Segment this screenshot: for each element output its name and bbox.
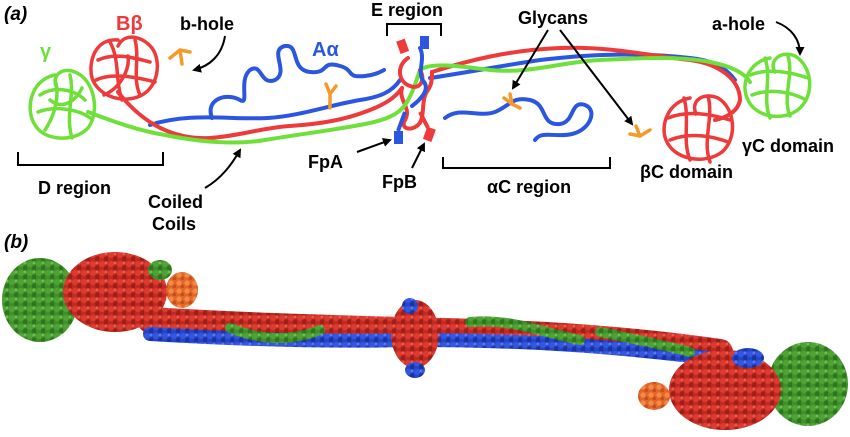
glycan-center-right xyxy=(502,92,522,110)
glycan-b-hole xyxy=(168,48,192,66)
fpb-stalk xyxy=(418,111,430,129)
beta-chain-label: Bβ xyxy=(116,13,143,35)
fpb-top xyxy=(420,36,429,49)
alpha-chain-left xyxy=(148,78,402,127)
fpa-arrow xyxy=(356,138,392,153)
d-region-bracket xyxy=(17,152,164,166)
fpb-arrow xyxy=(411,142,425,169)
alpha-c-region xyxy=(443,97,594,142)
right-blue-patch xyxy=(732,348,764,368)
e-region-blue-cap xyxy=(402,298,418,314)
alpha-chain-label: Aα xyxy=(312,39,339,61)
coiled-coils-arrow xyxy=(204,148,241,189)
right-beta-structure xyxy=(669,350,781,430)
coil-body-green-3 xyxy=(595,327,695,357)
panel-b-structure: (b) xyxy=(2,232,848,430)
fpb-block xyxy=(422,126,436,142)
e-region-structure xyxy=(391,300,439,368)
glycans-arrow-1 xyxy=(511,29,549,90)
gc-domain-label: γC domain xyxy=(742,136,834,156)
beta-globule-right xyxy=(662,94,735,164)
coil-body-green-1 xyxy=(225,323,325,343)
a-hole-label: a-hole xyxy=(712,14,765,34)
glycan-right xyxy=(628,124,652,138)
d-region-label: D region xyxy=(38,178,111,198)
beta-globule-left xyxy=(89,35,160,102)
b-hole-label: b-hole xyxy=(180,14,234,34)
fpa-block xyxy=(394,131,403,144)
beta-e-region xyxy=(399,70,434,131)
glycans-arrow-2 xyxy=(559,29,634,126)
glycan-center-left xyxy=(324,82,338,110)
fpa-label: FpA xyxy=(308,152,343,172)
gamma-globule-right xyxy=(743,52,812,120)
coil-body-green-2 xyxy=(465,316,585,345)
fpb-label: FpB xyxy=(382,172,417,192)
b-hole-arrow xyxy=(192,35,226,73)
right-glycan-structure xyxy=(638,382,670,410)
panel-b-label: (b) xyxy=(4,232,28,253)
left-green-tip xyxy=(148,260,172,280)
alpha-chain-left-loop xyxy=(208,44,386,120)
bc-domain-label: βC domain xyxy=(640,162,733,182)
ac-region-bracket xyxy=(442,157,611,169)
a-hole-arrow xyxy=(775,21,805,56)
gamma-globule-left xyxy=(28,68,97,140)
ac-region-label: αC region xyxy=(487,177,571,197)
e-region-bracket xyxy=(386,23,442,36)
e-region-knot-blue xyxy=(410,46,428,108)
glycans-label: Glycans xyxy=(518,8,588,28)
coiled-coils-label-1: Coiled xyxy=(148,192,203,212)
left-glycan-structure xyxy=(166,272,198,308)
panel-a-label: (a) xyxy=(4,4,27,25)
left-beta-structure xyxy=(63,252,167,332)
gamma-chain-label: γ xyxy=(40,41,52,63)
e-region-label: E region xyxy=(371,0,443,20)
fpa-top xyxy=(396,38,410,54)
right-gamma-structure xyxy=(768,342,848,426)
coiled-coils-label-2: Coils xyxy=(152,214,196,234)
left-gamma-structure xyxy=(2,258,78,342)
panel-a-schematic: (a) γ Bβ Aα b-hole E region Glycans a-ho… xyxy=(4,0,834,234)
beta-chain-left xyxy=(116,86,404,141)
fpa-stalk xyxy=(396,111,407,132)
e-region-blue-base xyxy=(405,362,425,378)
